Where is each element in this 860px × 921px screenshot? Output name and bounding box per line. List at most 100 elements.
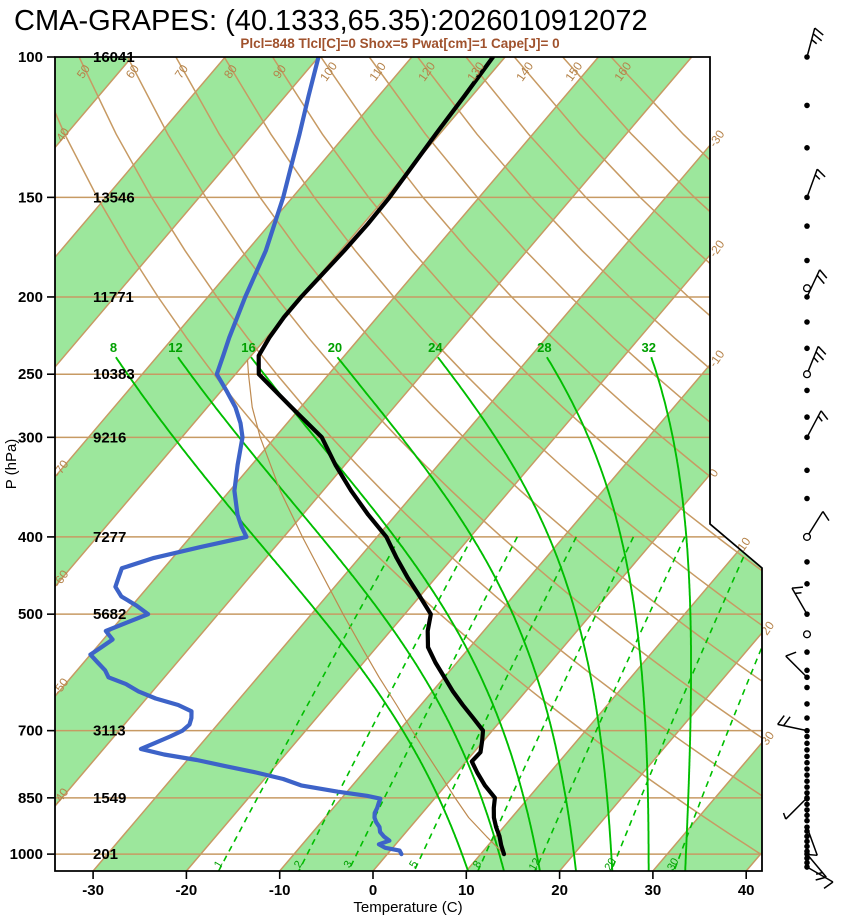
wind-barb xyxy=(804,269,828,300)
moist-adiabat-line xyxy=(650,356,692,871)
moist-adiabat-line xyxy=(437,356,614,871)
height-label: 3113 xyxy=(93,723,126,740)
height-label: 9216 xyxy=(93,429,126,446)
mixing-ratio-label: 2 xyxy=(292,859,305,870)
dry-adiabat-line xyxy=(271,57,762,871)
wind-station-dot xyxy=(804,495,810,502)
plot-border xyxy=(54,56,763,872)
moist-adiabat-label: 8 xyxy=(110,340,117,355)
wind-station-dot xyxy=(804,851,810,857)
pressure-tick-label: 700 xyxy=(18,723,43,740)
wind-barb-half-feather xyxy=(794,592,802,595)
pressure-tick-label: 250 xyxy=(18,366,43,383)
wind-station-dot xyxy=(804,772,810,778)
wind-barb-feather xyxy=(815,351,825,361)
wind-station-dot xyxy=(804,824,810,830)
wind-barb-feather xyxy=(791,586,804,589)
wind-barb-feather xyxy=(812,33,823,42)
moist-adiabat-label: 20 xyxy=(328,340,342,355)
wind-barb-staff xyxy=(785,797,808,820)
wind-barb-staff xyxy=(785,655,808,678)
wind-barb-staff xyxy=(806,168,818,198)
wind-barb-feather xyxy=(814,27,824,36)
dry-adiabat-line xyxy=(223,57,762,871)
wind-station-dot xyxy=(804,838,810,845)
dry-adiabat-line xyxy=(126,57,762,871)
wind-barb-half-feather xyxy=(814,174,821,180)
mixing-ratio-line xyxy=(347,536,519,871)
height-label: 10383 xyxy=(93,366,135,383)
mixing-ratio-label: 3 xyxy=(342,859,355,870)
wind-station-dot xyxy=(804,611,810,617)
wind-station-dot xyxy=(804,740,810,747)
wind-barb-feather xyxy=(823,881,834,890)
isotherm-line xyxy=(92,57,762,871)
wind-barb xyxy=(804,410,829,441)
isotherm-line xyxy=(465,57,762,871)
temperature-tick-label: 40 xyxy=(738,882,755,899)
dry-adiabat-label: 140 xyxy=(513,59,536,84)
mixing-ratio-line xyxy=(477,536,635,871)
wind-station-dot xyxy=(804,795,810,801)
pressure-tick-label: 150 xyxy=(18,189,43,206)
isotherm-line xyxy=(745,57,762,871)
isotherm-line xyxy=(55,57,506,871)
wind-barb-staff xyxy=(806,511,824,538)
wind-barb-feather xyxy=(777,715,785,725)
wind-barb xyxy=(777,715,810,734)
wind-barb-half-feather xyxy=(782,812,787,820)
wind-barb-feather xyxy=(819,269,828,279)
moist-adiabat-line xyxy=(336,356,577,871)
wind-barb-staff xyxy=(791,587,808,615)
wind-station-dot xyxy=(804,54,810,60)
mixing-ratio-label: 8 xyxy=(471,859,484,870)
moist-adiabat-line xyxy=(115,356,469,871)
isotherm-label: 10 xyxy=(734,534,753,553)
isotherm-line xyxy=(55,57,599,871)
wind-barb xyxy=(802,345,827,379)
wind-barb xyxy=(804,168,826,201)
wind-station-dot xyxy=(804,649,810,655)
wind-station-dot xyxy=(804,753,810,760)
wind-station-dot xyxy=(804,194,810,201)
wind-barb-staff xyxy=(806,866,834,883)
dewpoint-trace xyxy=(88,57,404,857)
mixing-ratio-line xyxy=(610,536,754,871)
moist-adiabat-label: 16 xyxy=(241,340,255,355)
wind-station-dot xyxy=(804,102,810,109)
pressure-tick-label: 200 xyxy=(18,289,43,306)
temperature-tick-label: 0 xyxy=(369,882,377,899)
temperature-tick-label: -10 xyxy=(269,882,291,899)
wind-barb-staff xyxy=(806,853,827,878)
wind-barb xyxy=(791,586,810,617)
mixing-ratio-line xyxy=(534,536,686,871)
wind-barb xyxy=(785,651,810,681)
wind-station-dot xyxy=(804,759,810,766)
wind-station-dot xyxy=(804,766,810,772)
wind-station-dot xyxy=(804,784,810,790)
temperature-tick-label: -30 xyxy=(82,882,104,899)
wind-barb xyxy=(782,795,810,820)
isotherm-line xyxy=(279,57,762,871)
mixing-ratio-label: 12 xyxy=(527,856,544,873)
mixing-ratio-label: 20 xyxy=(602,856,619,873)
wind-barb-feather xyxy=(820,410,829,421)
wind-station-dot xyxy=(804,559,810,565)
wind-station-dot xyxy=(804,414,810,420)
wind-barb-feather xyxy=(785,651,797,657)
height-label: 201 xyxy=(93,846,118,863)
wind-station-dot xyxy=(804,778,810,784)
wind-barb xyxy=(804,27,824,60)
chart-params-line: Plcl=848 Tlcl[C]=0 Shox=5 Pwat[cm]=1 Cap… xyxy=(240,36,559,51)
wind-station-dot xyxy=(804,790,810,796)
wind-station-dot xyxy=(804,434,810,441)
wind-barb-staff xyxy=(806,826,818,856)
wind-barb-staff xyxy=(806,410,822,438)
isotherm-line xyxy=(55,57,226,871)
temperature-tick-label: 20 xyxy=(551,882,568,899)
mixing-ratio-line xyxy=(413,536,578,871)
wind-station-open-dot xyxy=(802,532,812,541)
parcel-trace xyxy=(246,359,505,855)
